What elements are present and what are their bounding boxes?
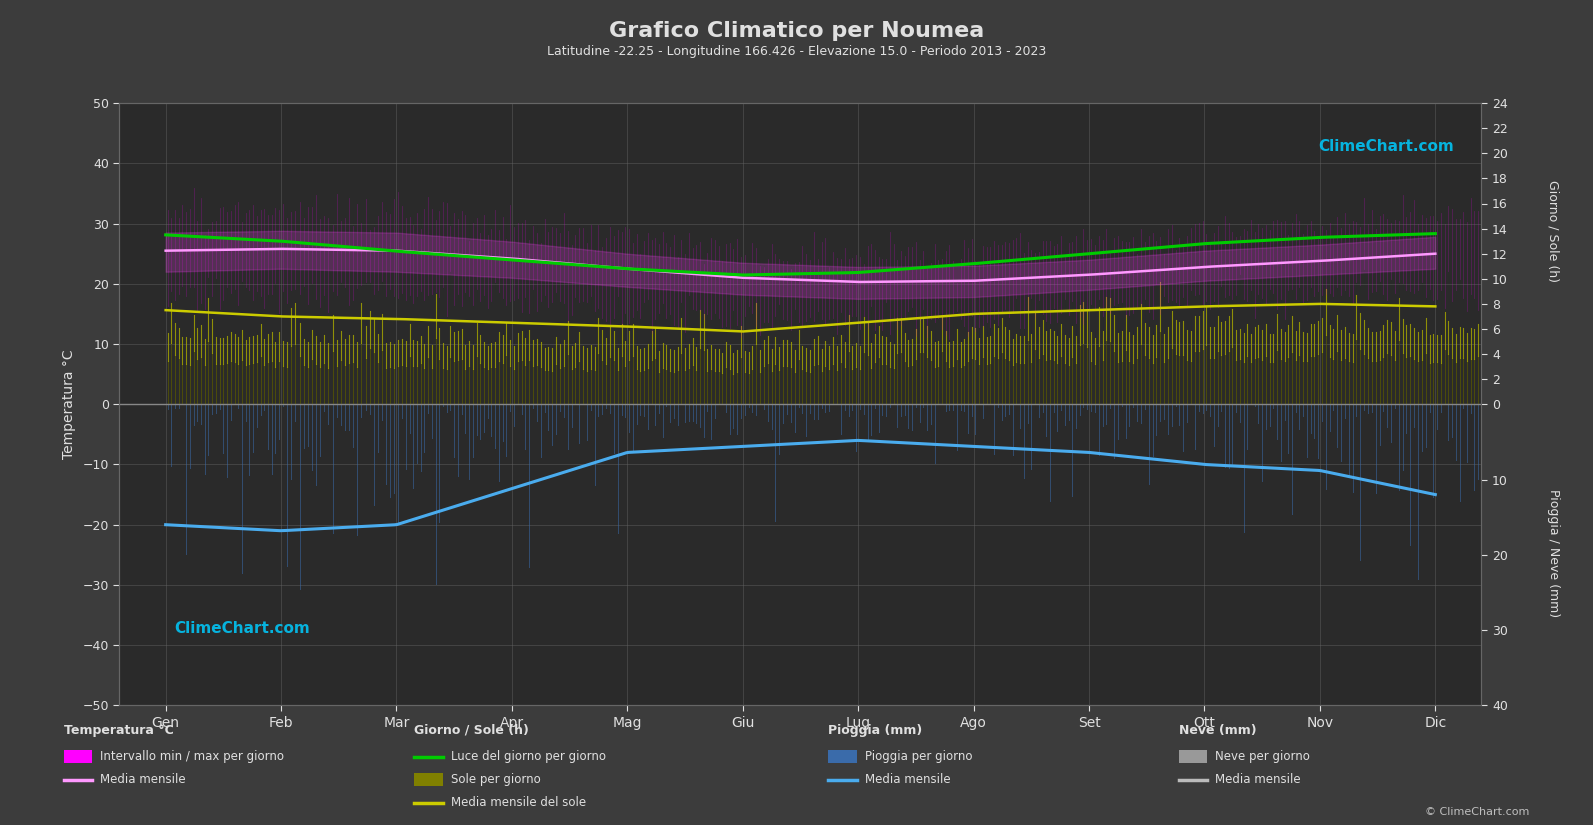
Text: Neve (mm): Neve (mm): [1179, 724, 1257, 737]
Text: Sole per giorno: Sole per giorno: [451, 773, 540, 786]
Text: Media mensile del sole: Media mensile del sole: [451, 796, 586, 809]
Text: Intervallo min / max per giorno: Intervallo min / max per giorno: [100, 750, 285, 763]
Text: Media mensile: Media mensile: [865, 773, 951, 786]
Text: Temperatura °C: Temperatura °C: [64, 724, 174, 737]
Y-axis label: Temperatura °C: Temperatura °C: [62, 350, 75, 459]
Text: Pioggia / Neve (mm): Pioggia / Neve (mm): [1547, 488, 1560, 617]
Text: Pioggia per giorno: Pioggia per giorno: [865, 750, 972, 763]
Text: Giorno / Sole (h): Giorno / Sole (h): [1547, 180, 1560, 282]
Text: Media mensile: Media mensile: [1215, 773, 1301, 786]
Text: Grafico Climatico per Noumea: Grafico Climatico per Noumea: [609, 21, 984, 40]
Text: ClimeChart.com: ClimeChart.com: [1317, 139, 1454, 154]
Text: ClimeChart.com: ClimeChart.com: [174, 621, 309, 636]
Text: Luce del giorno per giorno: Luce del giorno per giorno: [451, 750, 605, 763]
Text: Giorno / Sole (h): Giorno / Sole (h): [414, 724, 529, 737]
Text: Latitudine -22.25 - Longitudine 166.426 - Elevazione 15.0 - Periodo 2013 - 2023: Latitudine -22.25 - Longitudine 166.426 …: [546, 45, 1047, 59]
Text: © ClimeChart.com: © ClimeChart.com: [1424, 807, 1529, 817]
Text: Neve per giorno: Neve per giorno: [1215, 750, 1311, 763]
Text: Media mensile: Media mensile: [100, 773, 186, 786]
Text: Pioggia (mm): Pioggia (mm): [828, 724, 922, 737]
